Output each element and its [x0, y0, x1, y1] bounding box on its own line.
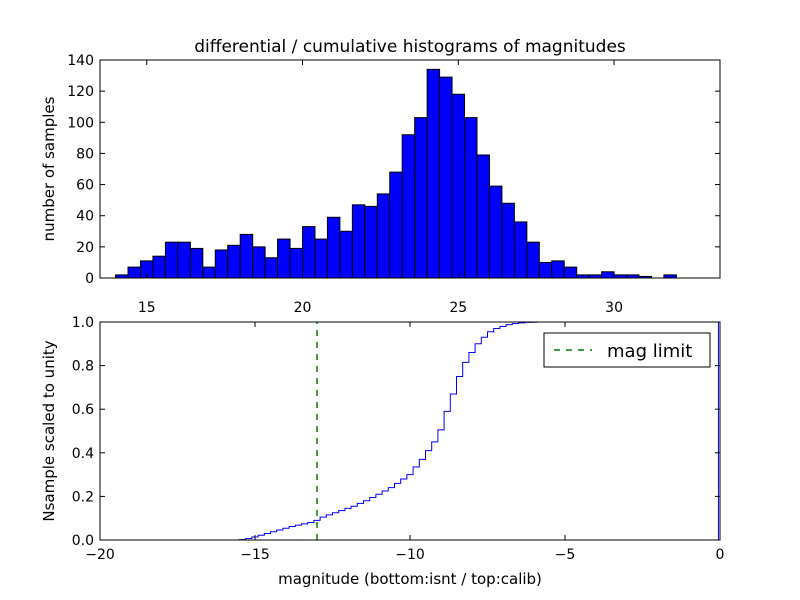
- histogram-bar: [302, 226, 316, 279]
- histogram-bar: [189, 247, 204, 279]
- histogram-bar: [376, 193, 391, 279]
- histogram-bar: [439, 76, 453, 279]
- histogram-bar: [538, 261, 553, 279]
- histogram-bar: [252, 246, 266, 279]
- y-tick-label: 100: [67, 115, 94, 131]
- histogram-bar: [202, 266, 216, 279]
- histogram-bar: [326, 216, 341, 279]
- x-tick-label: −10: [395, 547, 425, 563]
- x-tick-label: −20: [85, 547, 115, 563]
- histogram-bar: [152, 255, 166, 279]
- legend: mag limit: [543, 332, 711, 368]
- y-tick-label: 0.4: [72, 446, 94, 462]
- histogram-bar: [214, 249, 229, 279]
- y-tick-label: 140: [67, 53, 94, 69]
- histogram-bar: [401, 134, 416, 279]
- histogram-bar: [339, 230, 353, 279]
- histogram-x-ticks: 15 20 25 30: [138, 60, 623, 316]
- x-tick-label: −5: [555, 547, 576, 563]
- histogram-bar: [426, 68, 441, 279]
- chart-title: differential / cumulative histograms of …: [194, 37, 626, 57]
- y-tick-label: 80: [76, 146, 94, 162]
- histogram-bar: [551, 260, 565, 279]
- cumulative-y-axis-label: Nsample scaled to unity: [40, 340, 58, 521]
- series-cumulative: [100, 321, 719, 541]
- cumulative-y-ticks: 0.0 0.2 0.4 0.6 0.8 1.0: [72, 315, 720, 549]
- histogram-bar: [127, 266, 142, 279]
- histogram-bar: [289, 247, 304, 279]
- histogram-bar: [464, 117, 478, 279]
- histogram-y-axis-label: number of samples: [40, 96, 58, 241]
- y-tick-label: 0: [85, 271, 94, 287]
- cumulative-axes-frame: [99, 321, 721, 541]
- histogram-bars: [115, 68, 677, 279]
- y-tick-label: 0.0: [72, 533, 94, 549]
- y-tick-label: 0.2: [72, 489, 94, 505]
- x-tick-label: −15: [240, 547, 270, 563]
- y-tick-label: 60: [76, 178, 94, 194]
- histogram-bar: [451, 93, 466, 279]
- histogram-axes-frame: [99, 59, 721, 279]
- cumulative-x-axis-label: magnitude (bottom:isnt / top:calib): [278, 570, 542, 588]
- y-tick-label: 0.8: [72, 359, 94, 375]
- x-tick-label: 20: [294, 300, 312, 316]
- cumulative-x-ticks: −20 −15 −10 −5 0: [85, 322, 724, 563]
- histogram-bar: [476, 154, 490, 279]
- histogram-bar: [488, 185, 503, 279]
- x-tick-label: 30: [605, 300, 623, 316]
- y-tick-label: 1.0: [72, 315, 94, 331]
- histogram-bar: [389, 171, 403, 279]
- histogram-bar: [526, 241, 540, 279]
- histogram-bar: [314, 238, 328, 279]
- histogram-bar: [364, 205, 378, 279]
- histogram-bar: [239, 233, 254, 279]
- cumulative-panel: 0.0 0.2 0.4 0.6 0.8 1.0 −20 −15 −10 −5 0 Nsample …: [40, 315, 724, 588]
- histogram-bar: [351, 204, 366, 279]
- histogram-bar: [513, 221, 528, 279]
- histogram-bar: [563, 266, 578, 279]
- histogram-bar: [177, 241, 191, 279]
- x-tick-label: 0: [716, 547, 725, 563]
- histogram-bar: [164, 241, 179, 279]
- histogram-bar: [501, 202, 515, 279]
- histogram-bar: [277, 238, 291, 279]
- histogram-bar: [227, 244, 241, 279]
- x-tick-label: 15: [138, 300, 156, 316]
- histogram-bar: [414, 117, 428, 279]
- y-tick-label: 20: [76, 240, 94, 256]
- x-tick-label: 25: [449, 300, 467, 316]
- y-tick-label: 0.6: [72, 402, 94, 418]
- y-tick-label: 120: [67, 84, 94, 100]
- cumulative-lines: [100, 321, 719, 541]
- y-tick-label: 40: [76, 209, 94, 225]
- histogram-bar: [601, 271, 615, 279]
- histogram-panel: differential / cumulative histograms of …: [40, 37, 721, 316]
- legend-label-mag-limit: mag limit: [607, 341, 692, 362]
- histogram-bar: [264, 257, 279, 279]
